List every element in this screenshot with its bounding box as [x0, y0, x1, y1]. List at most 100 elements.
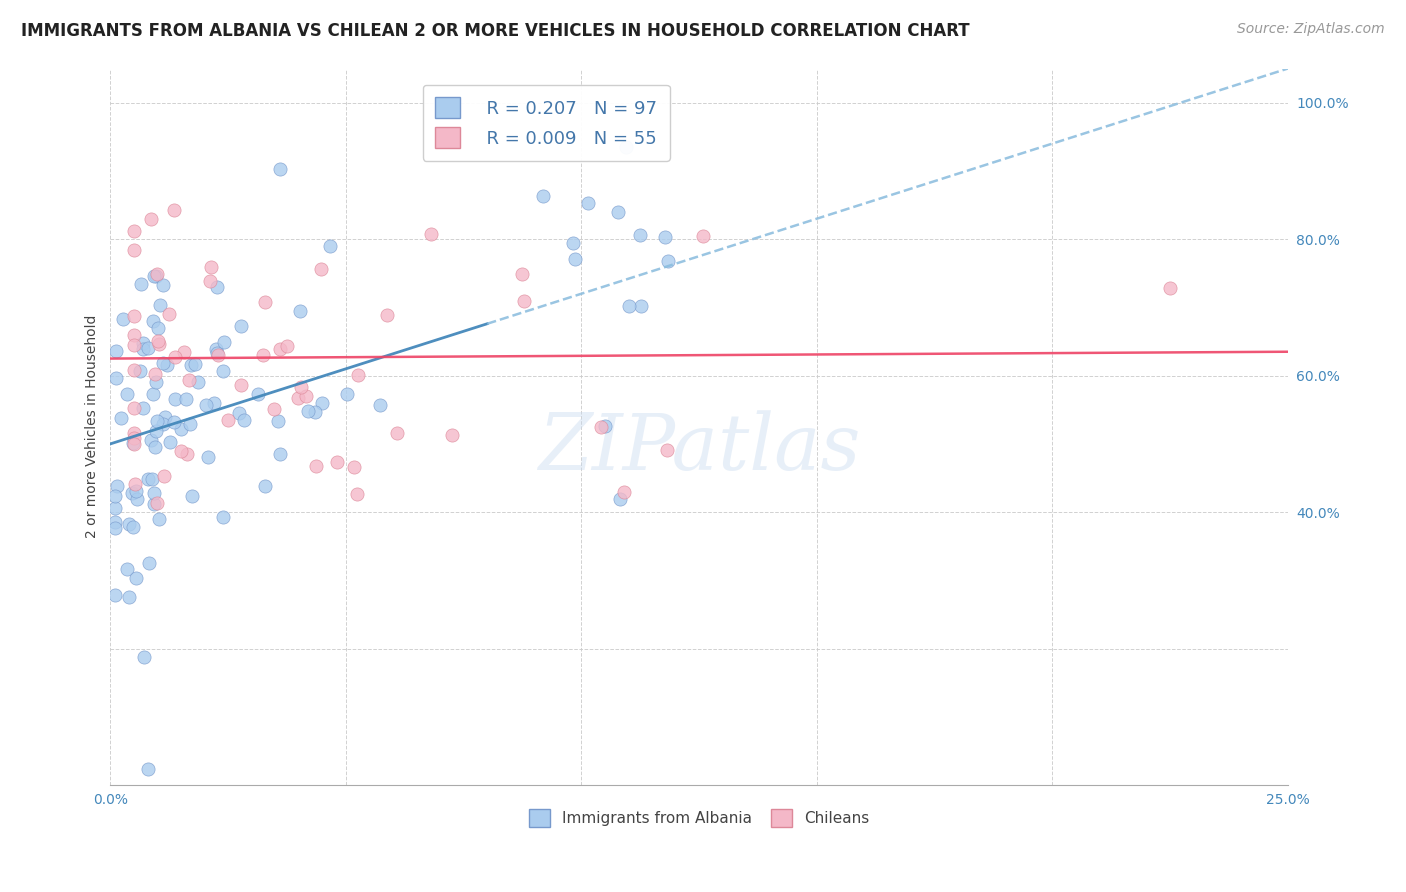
Point [562, 235, 585, 250]
Point [104, 489, 127, 503]
Point [122, 328, 145, 343]
Point [146, 321, 169, 335]
Point [619, 299, 641, 313]
Point [211, 510, 233, 524]
Point [146, 414, 169, 428]
Point [125, 571, 148, 585]
Point [420, 227, 443, 241]
Point [125, 492, 148, 507]
Point [269, 447, 291, 461]
Point [347, 368, 370, 382]
Point [122, 309, 145, 323]
Point [104, 371, 127, 385]
Point [346, 487, 368, 501]
Point [654, 230, 676, 244]
Point [1159, 281, 1181, 295]
Point [173, 345, 195, 359]
Point [122, 435, 145, 450]
Point [118, 516, 141, 531]
Y-axis label: 2 or more Vehicles in Household: 2 or more Vehicles in Household [86, 315, 100, 539]
Point [104, 588, 127, 602]
Point [124, 477, 146, 491]
Point [180, 359, 202, 373]
Point [692, 229, 714, 244]
Point [143, 367, 166, 381]
Point [122, 401, 145, 415]
Point [122, 338, 145, 352]
Point [231, 377, 253, 392]
Point [148, 512, 170, 526]
Point [628, 228, 651, 243]
Point [129, 364, 152, 378]
Point [269, 342, 291, 356]
Text: ZIPatlas: ZIPatlas [538, 410, 860, 486]
Point [288, 304, 311, 318]
Point [591, 420, 613, 434]
Point [343, 460, 366, 475]
Point [145, 268, 167, 283]
Point [176, 447, 198, 461]
Point [253, 479, 276, 493]
Point [385, 425, 408, 440]
Point [145, 267, 167, 281]
Point [124, 484, 146, 499]
Point [148, 298, 170, 312]
Point [564, 252, 586, 266]
Point [202, 395, 225, 409]
Point [295, 389, 318, 403]
Point [104, 500, 127, 515]
Point [122, 224, 145, 238]
Point [513, 294, 536, 309]
Point [143, 268, 166, 283]
Point [148, 337, 170, 351]
Point [614, 140, 637, 154]
Point [290, 380, 312, 394]
Point [117, 387, 139, 401]
Point [141, 472, 163, 486]
Point [122, 437, 145, 451]
Point [287, 391, 309, 405]
Point [163, 202, 186, 217]
Point [138, 556, 160, 570]
Point [630, 299, 652, 313]
Point [267, 415, 290, 429]
Point [142, 387, 165, 401]
Point [112, 311, 135, 326]
Point [170, 422, 193, 436]
Point [145, 376, 167, 390]
Point [319, 239, 342, 253]
Text: Source: ZipAtlas.com: Source: ZipAtlas.com [1237, 22, 1385, 37]
Point [105, 344, 128, 359]
Point [131, 335, 153, 350]
Point [368, 398, 391, 412]
Point [121, 485, 143, 500]
Point [122, 243, 145, 257]
Point [276, 339, 298, 353]
Point [613, 485, 636, 500]
Point [104, 521, 127, 535]
Point [122, 519, 145, 533]
Point [198, 274, 221, 288]
Point [132, 342, 155, 356]
Point [657, 254, 679, 268]
Point [304, 405, 326, 419]
Point [146, 496, 169, 510]
Point [142, 314, 165, 328]
Point [129, 277, 152, 292]
Point [593, 418, 616, 433]
Text: IMMIGRANTS FROM ALBANIA VS CHILEAN 2 OR MORE VEHICLES IN HOUSEHOLD CORRELATION C: IMMIGRANTS FROM ALBANIA VS CHILEAN 2 OR … [21, 22, 970, 40]
Point [325, 455, 347, 469]
Point [104, 515, 127, 529]
Point [375, 308, 398, 322]
Point [228, 406, 250, 420]
Point [153, 468, 176, 483]
Point [204, 342, 226, 356]
Point [311, 396, 333, 410]
Point [122, 426, 145, 441]
Point [510, 268, 533, 282]
Point [165, 392, 187, 406]
Point [207, 348, 229, 362]
Point [180, 489, 202, 503]
Point [118, 590, 141, 604]
Point [177, 373, 200, 387]
